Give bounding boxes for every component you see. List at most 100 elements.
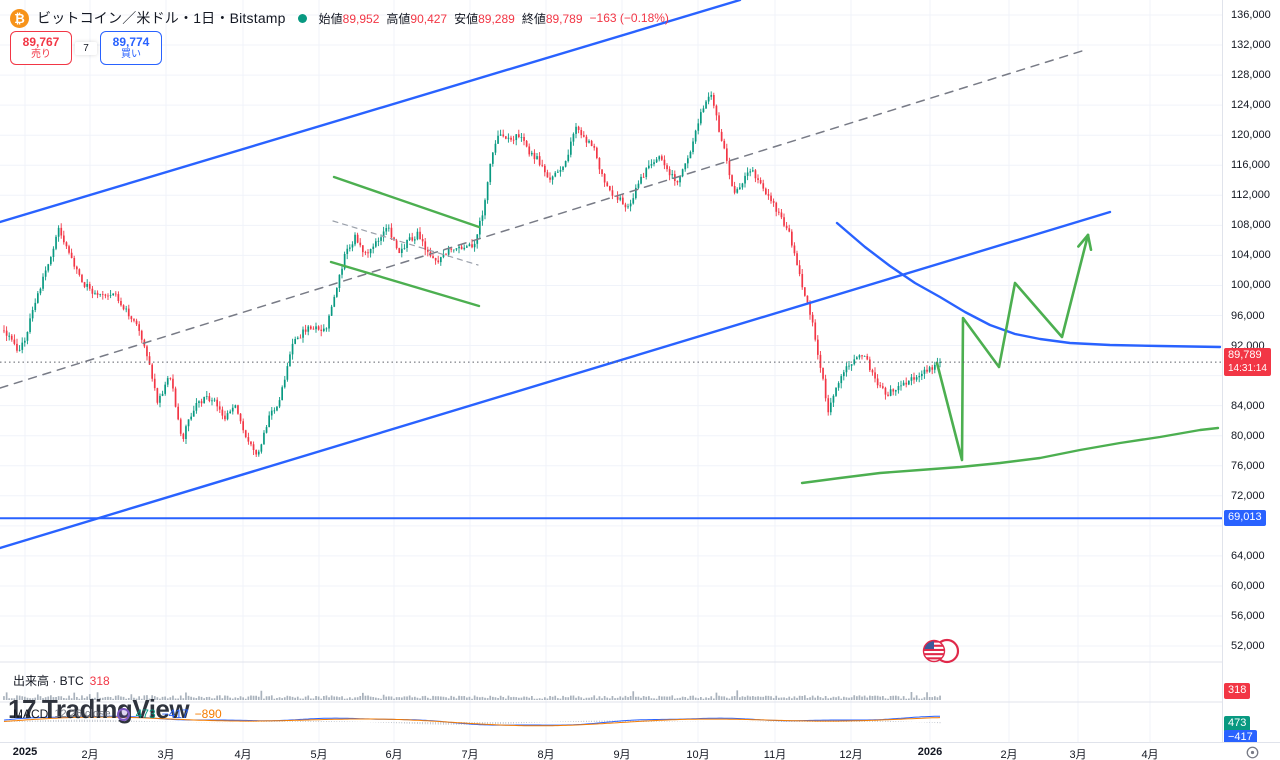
us-flag-stripe — [923, 657, 944, 660]
up-candle-bodies — [8, 95, 941, 455]
axis-settings-gear-icon[interactable] — [1245, 745, 1260, 760]
open-value: 89,952 — [342, 11, 380, 26]
close-value: 89,789 — [545, 11, 583, 26]
time-tick-label: 10月 — [686, 749, 710, 760]
market-status-dot[interactable] — [297, 13, 307, 23]
low-label: 安値 — [454, 11, 479, 26]
time-tick-label: 9月 — [613, 749, 631, 760]
price-tick-label: 60,000 — [1231, 579, 1265, 592]
time-tick-label: 6月 — [385, 749, 403, 760]
tradingview-logo: 17 TradingView — [8, 694, 190, 725]
buy-label: 買い — [121, 49, 141, 61]
time-tick-label: 2月 — [81, 749, 99, 760]
time-tick-label: 2月 — [1000, 749, 1018, 760]
price-tick-label: 136,000 — [1231, 9, 1271, 21]
macd-params: 12 26 close — [54, 708, 111, 720]
green-support-curve — [800, 426, 1220, 485]
price-tick-label: 76,000 — [1231, 459, 1265, 472]
macd-hist-axis-badge[interactable]: 473 — [1224, 716, 1251, 732]
low-value: 89,289 — [478, 11, 515, 26]
lower-channel-line — [0, 210, 1112, 550]
time-tick-label: 12月 — [839, 749, 863, 760]
time-tick-label: 4月 — [234, 749, 252, 760]
high-label: 高値 — [386, 11, 411, 26]
channel-drawing-line — [332, 175, 481, 229]
time-tick-label: 7月 — [461, 749, 479, 760]
time-tick-label: 5月 — [310, 749, 328, 760]
price-tick-label: 72,000 — [1231, 489, 1265, 502]
buy-price: 89,774 — [112, 34, 150, 49]
zigzag-arrowhead — [1077, 233, 1090, 248]
macd-line-axis-badge[interactable]: −417 — [1224, 730, 1257, 746]
us-flag-canton — [923, 640, 934, 649]
level-price-badge[interactable]: 69,013 — [1224, 510, 1266, 526]
price-tick-label: 132,000 — [1231, 39, 1271, 52]
price-tick-label: 116,000 — [1231, 159, 1270, 172]
price-tick-label: 112,000 — [1231, 189, 1270, 202]
current-price-badge[interactable]: 89,789 14:31:14 — [1224, 348, 1271, 377]
price-tick-label: 84,000 — [1231, 399, 1265, 412]
dashed-trendline — [0, 50, 1083, 389]
time-tick-label: 2025 — [12, 746, 38, 758]
us-flag-stripe — [923, 653, 944, 656]
tradingview-logo-text: TradingView — [41, 694, 190, 724]
price-tick-label: 96,000 — [1231, 309, 1265, 322]
macd-indicator-icon[interactable] — [116, 707, 130, 721]
zigzag-arrowhead — [1086, 233, 1093, 251]
time-axis[interactable]: 2025 2月 3月 4月 5月 6月 7月 8月 9月 10月 11月 12月 2026 2月 3月 4月 — [0, 742, 1280, 760]
price-tick-label: 80,000 — [1231, 429, 1265, 442]
volume-legend[interactable]: 出来高 · BTC 318 — [13, 672, 110, 689]
channel-drawing-line — [332, 220, 479, 266]
us-flag-stripe — [923, 648, 944, 651]
upper-channel-line — [0, 0, 742, 224]
high-value: 90,427 — [410, 11, 448, 26]
time-tick-label: 3月 — [157, 749, 175, 760]
time-tick-label: 3月 — [1069, 749, 1087, 760]
price-tick-label: 104,000 — [1231, 249, 1271, 262]
price-tick-label: 128,000 — [1231, 69, 1271, 82]
volume-title: 出来高 · BTC — [13, 674, 84, 688]
close-label: 終値 — [521, 11, 546, 26]
sell-price: 89,767 — [22, 34, 60, 49]
sell-button[interactable]: 89,767 売り — [10, 31, 72, 65]
main-chart-canvas[interactable] — [0, 0, 1222, 742]
price-axis[interactable]: 136,000 132,000 128,000 124,000 120,000 116,0… — [1222, 0, 1280, 746]
sell-label: 売り — [31, 49, 51, 61]
buy-button[interactable]: 89,774 買い — [100, 31, 162, 65]
channel-drawing-line — [329, 260, 481, 308]
volume-bars — [3, 690, 941, 700]
down-candle-wicks — [3, 92, 933, 457]
change-value: −163 (−0.18%) — [589, 11, 669, 25]
btc-icon: ₿ — [10, 8, 29, 28]
price-tick-label: 52,000 — [1231, 640, 1265, 653]
trade-panel: 89,767 売り 7 89,774 買い — [10, 31, 162, 65]
macd-hist-value: 473 — [135, 707, 156, 721]
price-tick-label: 120,000 — [1231, 129, 1271, 142]
blue-resistance-curve — [835, 221, 1222, 349]
us-flag-ring — [922, 639, 946, 663]
volume-value: 318 — [89, 673, 110, 688]
open-label: 始値 — [318, 11, 343, 26]
macd-signal-value: −890 — [194, 707, 222, 721]
price-tick-label: 64,000 — [1231, 549, 1265, 562]
time-tick-label: 2026 — [917, 746, 943, 758]
spread-value: 7 — [75, 41, 97, 55]
macd-legend[interactable]: MACD 12 26 close 473 −417 −890 — [13, 707, 222, 721]
price-tick-label: 108,000 — [1231, 219, 1271, 232]
up-candle-wicks — [8, 91, 941, 457]
price-tick-label: 124,000 — [1231, 99, 1271, 112]
green-projection-zigzag — [935, 233, 1090, 462]
macd-title: MACD — [13, 707, 49, 721]
symbol-title[interactable]: ビットコイン／米ドル・1日・Bitstamp — [37, 10, 286, 26]
chart-header: ₿ ビットコイン／米ドル・1日・Bitstamp 始値89,952 高値90,4… — [10, 8, 669, 28]
volume-axis-badge[interactable]: 318 — [1224, 683, 1251, 699]
time-tick-label: 4月 — [1141, 749, 1159, 760]
macd-signal-line — [3, 716, 941, 727]
ohlc-values: 始値89,952 高値90,427 安値89,289 終値89,789 −163… — [319, 10, 669, 27]
time-tick-label: 8月 — [537, 749, 555, 760]
macd-line-value: −417 — [161, 707, 189, 721]
tradingview-logo-mark: 17 — [8, 694, 36, 724]
time-tick-label: 11月 — [763, 749, 787, 760]
down-candle-bodies — [3, 95, 934, 455]
